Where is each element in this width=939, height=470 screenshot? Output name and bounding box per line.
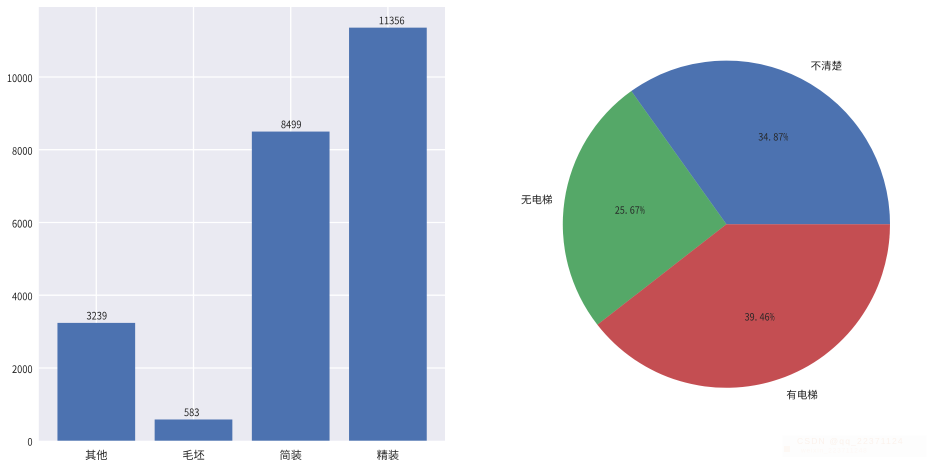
svg-text:weixin_223711248: weixin_223711248 xyxy=(800,448,868,455)
svg-text:CSDN @qq_22371124: CSDN @qq_22371124 xyxy=(797,436,904,446)
